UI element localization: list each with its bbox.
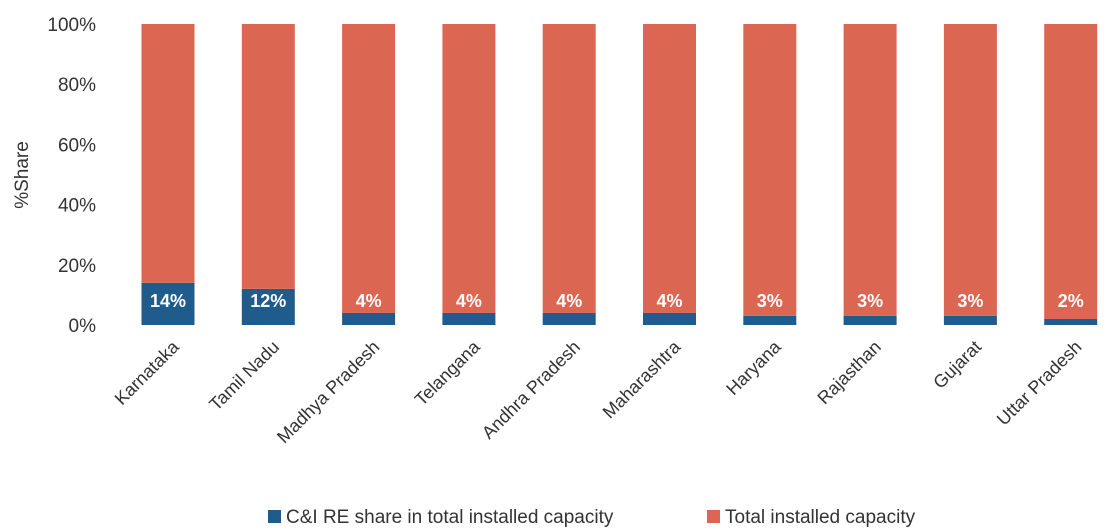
y-tick-label: 40% [58,196,96,217]
y-tick-label: 60% [58,135,96,156]
category-label-rajasthan: Rajasthan [813,337,884,408]
legend-label-ci-re-share: C&I RE share in total installed capacity [286,507,614,528]
bar-ci-re-share-maharashtra [643,312,696,325]
data-label-uttar-pradesh: 2% [1058,291,1084,311]
category-label-telangana: Telangana [411,336,485,410]
category-label-haryana: Haryana [722,336,785,399]
bar-ci-re-share-karnataka [141,282,195,325]
category-label-uttar-pradesh: Uttar Pradesh [993,337,1086,430]
data-label-rajasthan: 3% [857,291,883,311]
data-label-andhra-pradesh: 4% [556,291,582,311]
bar-total-capacity-maharashtra [643,24,696,313]
data-label-haryana: 3% [757,291,783,311]
category-label-tamil-nadu: Tamil Nadu [205,337,283,415]
legend-swatch-ci-re-share [268,510,281,523]
bar-ci-re-share-haryana [743,315,797,325]
legend: C&I RE share in total installed capacity… [268,507,916,528]
bar-ci-re-share-rajasthan [843,315,897,325]
category-label-andhra-pradesh: Andhra Pradesh [478,337,584,443]
bar-total-capacity-rajasthan [843,24,897,316]
y-axis-label: %Share [12,141,33,209]
y-tick-label: 0% [69,316,97,337]
bar-total-capacity-uttar-pradesh [1044,24,1098,319]
bar-total-capacity-gujarat [943,24,997,316]
bar-ci-re-share-telangana [442,312,496,325]
y-axis: 0% 20% 40% 60% 80% 100% [47,15,96,337]
bars: 14% 12% 4% 4% 4% 4% 3% 3% 3% 2% [141,24,1098,325]
data-label-karnataka: 14% [150,291,186,311]
bar-total-capacity-tamil-nadu [241,24,295,289]
legend-label-total-capacity: Total installed capacity [725,507,916,528]
bar-total-capacity-haryana [743,24,797,316]
bar-total-capacity-telangana [442,24,496,313]
bar-ci-re-share-tamil-nadu [241,288,295,325]
legend-swatch-total-capacity [707,510,720,523]
bar-total-capacity-karnataka [141,24,195,283]
bar-ci-re-share-madhya-pradesh [342,312,396,325]
category-label-maharashtra: Maharashtra [599,336,685,422]
bar-ci-re-share-uttar-pradesh [1044,318,1098,325]
data-label-maharashtra: 4% [656,291,682,311]
y-tick-label: 80% [58,75,96,96]
category-label-madhya-pradesh: Madhya Pradesh [273,337,383,447]
y-tick-label: 100% [47,15,96,36]
bar-total-capacity-madhya-pradesh [342,24,396,313]
data-label-telangana: 4% [456,291,482,311]
bar-ci-re-share-andhra-pradesh [542,312,596,325]
category-label-karnataka: Karnataka [111,336,184,409]
data-label-gujarat: 3% [957,291,983,311]
data-label-tamil-nadu: 12% [250,291,286,311]
bar-total-capacity-andhra-pradesh [542,24,596,313]
bar-ci-re-share-gujarat [943,315,997,325]
category-label-gujarat: Gujarat [929,337,985,393]
data-label-madhya-pradesh: 4% [356,291,382,311]
y-tick-label: 20% [58,256,96,277]
